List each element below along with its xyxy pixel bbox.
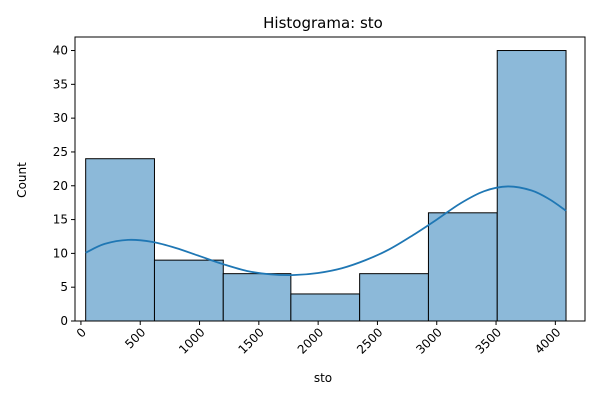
y-axis-label: Count — [15, 162, 29, 198]
kde-curve — [85, 185, 567, 277]
x-tick-label: 2000 — [295, 325, 326, 356]
x-tick-label: 3500 — [473, 325, 504, 356]
x-tick-label: 2500 — [354, 325, 385, 356]
x-axis-label: sto — [314, 371, 332, 385]
y-tick-label: 20 — [53, 179, 68, 193]
chart-title: Histograma: sto — [263, 14, 383, 32]
y-axis-ticks: 0 5 10 15 20 25 30 35 40 — [53, 44, 75, 328]
x-tick-label: 1000 — [176, 325, 207, 356]
y-tick-label: 10 — [53, 246, 68, 260]
x-axis-ticks: 0 500 1000 1500 2000 2500 3000 3500 4000 — [74, 321, 563, 357]
histogram-bar-3 — [222, 273, 292, 322]
y-tick-label: 15 — [53, 213, 68, 227]
histogram-bar-5 — [359, 273, 429, 322]
x-tick-label: 0 — [74, 325, 89, 340]
y-tick-label: 35 — [53, 77, 68, 91]
histogram-bar-4 — [290, 293, 361, 322]
histogram-bars — [85, 50, 567, 322]
y-tick-label: 5 — [60, 280, 68, 294]
histogram-bar-2 — [153, 259, 224, 322]
x-tick-label: 3000 — [413, 325, 444, 356]
y-tick-label: 0 — [60, 314, 68, 328]
x-tick-label: 4000 — [532, 325, 563, 356]
y-tick-label: 40 — [53, 44, 68, 58]
y-tick-label: 30 — [53, 111, 68, 125]
y-tick-label: 25 — [53, 145, 68, 159]
histogram-bar-6 — [427, 212, 498, 322]
axes-frame — [74, 36, 586, 322]
plot-frame — [74, 36, 586, 322]
x-tick-label: 500 — [122, 325, 148, 351]
x-tick-label: 1500 — [235, 325, 266, 356]
